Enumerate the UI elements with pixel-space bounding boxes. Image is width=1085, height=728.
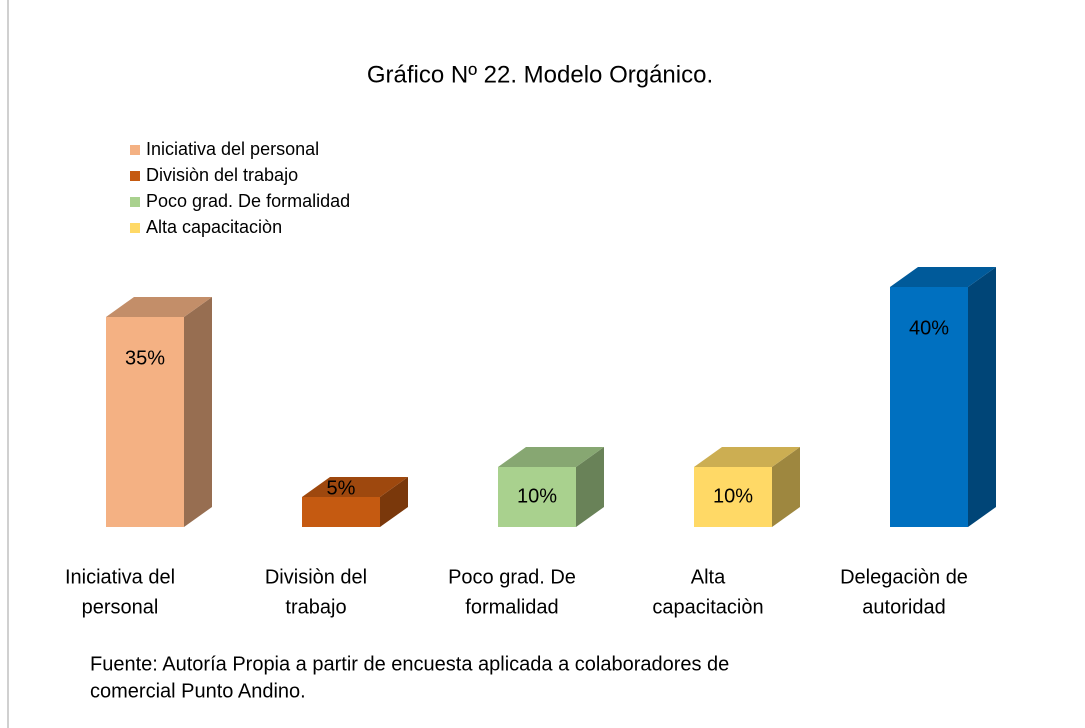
bar — [106, 317, 184, 527]
bar-top — [694, 447, 800, 467]
chart-title: Gráfico Nº 22. Modelo Orgánico. — [367, 61, 713, 88]
bar-top — [106, 297, 212, 317]
x-tick-label: Alta — [691, 566, 726, 588]
x-tick-label: Delegaciòn de — [840, 566, 968, 588]
bar-side — [576, 447, 604, 527]
x-tick-label: Poco grad. De — [448, 566, 576, 588]
bar — [694, 467, 772, 527]
legend-label: Poco grad. De formalidad — [146, 191, 350, 211]
bar-side — [184, 297, 212, 527]
x-tick-label: formalidad — [465, 596, 558, 618]
value-label: 40% — [909, 317, 949, 339]
x-tick-label: autoridad — [862, 596, 945, 618]
value-label: 10% — [713, 485, 753, 507]
legend-label: Iniciativa del personal — [146, 139, 319, 159]
bar — [498, 467, 576, 527]
x-tick-label: Divisiòn del — [265, 566, 367, 588]
legend-swatch — [130, 197, 140, 207]
x-tick-label: personal — [82, 596, 159, 618]
bar-side — [380, 477, 408, 527]
bar — [890, 287, 968, 527]
bar — [302, 497, 380, 527]
x-tick-label: trabajo — [285, 596, 346, 618]
bar-side — [772, 447, 800, 527]
bar-top — [498, 447, 604, 467]
source-note: comercial Punto Andino. — [90, 680, 306, 702]
legend-swatch — [130, 223, 140, 233]
value-label: 35% — [125, 347, 165, 369]
x-tick-label: Iniciativa del — [65, 566, 175, 588]
bar-top — [890, 267, 996, 287]
value-label: 5% — [327, 477, 356, 499]
legend-label: Alta capacitaciòn — [146, 217, 282, 237]
x-tick-label: capacitaciòn — [652, 596, 763, 618]
legend-swatch — [130, 171, 140, 181]
bar-side — [968, 267, 996, 527]
bar-top — [302, 477, 408, 497]
legend-swatch — [130, 145, 140, 155]
legend-label: Divisiòn del trabajo — [146, 165, 298, 185]
value-label: 10% — [517, 485, 557, 507]
source-note: Fuente: Autoría Propia a partir de encue… — [90, 653, 729, 675]
